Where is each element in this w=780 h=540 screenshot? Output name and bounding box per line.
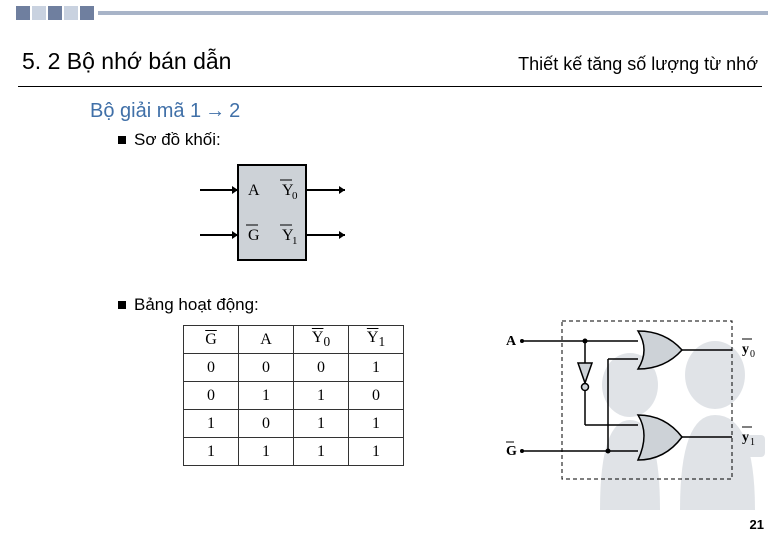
table-cell: 1 <box>239 382 294 410</box>
header-decoration <box>0 0 780 35</box>
svg-text:y: y <box>742 342 749 357</box>
table-cell: 1 <box>294 410 349 438</box>
svg-text:1: 1 <box>292 235 298 247</box>
section-subtitle: Thiết kế tăng số lượng từ nhớ <box>518 54 758 75</box>
table-row: 1011 <box>184 410 404 438</box>
table-row: 1111 <box>184 438 404 466</box>
bullet-truth-table-label: Bảng hoạt động: <box>134 295 259 315</box>
decoder-logic-diagram: A G y 0 y 1 <box>500 315 760 485</box>
svg-text:A: A <box>506 334 517 349</box>
content-title: Bộ giải mã 1 → 2 <box>90 100 240 123</box>
table-cell: 1 <box>349 354 404 382</box>
table-cell: 1 <box>294 438 349 466</box>
svg-text:G: G <box>248 227 260 244</box>
truth-table-header: Y0 <box>294 326 349 354</box>
table-cell: 0 <box>184 382 239 410</box>
table-cell: 0 <box>349 382 404 410</box>
truth-table-header: G <box>184 326 239 354</box>
table-cell: 1 <box>239 438 294 466</box>
svg-text:A: A <box>248 182 260 199</box>
table-cell: 1 <box>349 438 404 466</box>
table-cell: 0 <box>239 410 294 438</box>
title-prefix: Bộ giải mã 1 <box>90 100 201 123</box>
bullet-icon <box>118 136 126 144</box>
truth-table-header: Y1 <box>349 326 404 354</box>
bullet-icon <box>118 301 126 309</box>
svg-text:G: G <box>506 444 517 459</box>
table-cell: 1 <box>349 410 404 438</box>
header-divider <box>18 86 762 87</box>
table-cell: 1 <box>294 382 349 410</box>
section-number-title: 5. 2 Bộ nhớ bán dẫn <box>22 48 231 75</box>
svg-text:1: 1 <box>750 437 755 448</box>
svg-text:0: 0 <box>750 349 755 360</box>
decoder-block-diagram: A G Y 0 Y 1 <box>190 155 360 275</box>
title-suffix: 2 <box>229 100 240 123</box>
table-cell: 0 <box>239 354 294 382</box>
arrow-icon: → <box>205 100 225 123</box>
table-cell: 0 <box>184 354 239 382</box>
svg-text:y: y <box>742 430 749 445</box>
decoder-truth-table: GAY0Y1 0001011010111111 <box>183 325 404 466</box>
svg-text:0: 0 <box>292 190 298 202</box>
table-cell: 1 <box>184 438 239 466</box>
table-row: 0110 <box>184 382 404 410</box>
table-cell: 1 <box>184 410 239 438</box>
page-number: 21 <box>750 517 764 532</box>
table-row: 0001 <box>184 354 404 382</box>
bullet-block-diagram-label: Sơ đồ khối: <box>134 130 221 150</box>
truth-table-header: A <box>239 326 294 354</box>
table-cell: 0 <box>294 354 349 382</box>
